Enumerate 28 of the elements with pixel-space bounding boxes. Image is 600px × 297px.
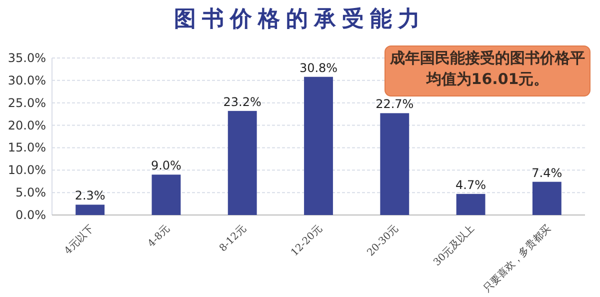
x-tick-label: 30元及以上 <box>431 222 477 268</box>
data-label: 2.3% <box>74 188 106 203</box>
bar <box>228 110 257 215</box>
bar <box>76 204 105 215</box>
y-tick-label: 25.0% <box>8 96 46 110</box>
annotation: 成年国民能接受的图书价格平均值为16.01元。 <box>389 48 586 90</box>
data-label: 30.8% <box>299 60 338 75</box>
y-tick-label: 30.0% <box>8 73 46 88</box>
y-tick-label: 15.0% <box>8 140 46 155</box>
chart-title: 图书价格的承受能力 <box>174 7 426 32</box>
data-label: 4.7% <box>456 178 486 192</box>
y-tick-label: 5.0% <box>16 186 46 200</box>
x-tick-label: 4元以下 <box>62 222 96 257</box>
data-label: 22.7% <box>376 97 414 112</box>
x-tick-label: 只要喜欢，多贵都买 <box>480 222 554 295</box>
bar <box>532 182 562 215</box>
bar <box>152 174 181 215</box>
bar <box>304 76 333 215</box>
x-tick-label: 4-8元 <box>146 223 172 250</box>
bar <box>456 194 486 215</box>
data-label: 7.4% <box>532 166 562 180</box>
y-tick-label: 35.0% <box>8 51 46 65</box>
data-label: 9.0% <box>150 158 182 173</box>
y-tick-label: 10.0% <box>8 163 46 178</box>
bar <box>380 113 410 215</box>
y-tick-label: 20.0% <box>8 118 46 132</box>
y-tick-label: 0.0% <box>16 208 46 222</box>
data-label: 23.2% <box>223 94 262 109</box>
